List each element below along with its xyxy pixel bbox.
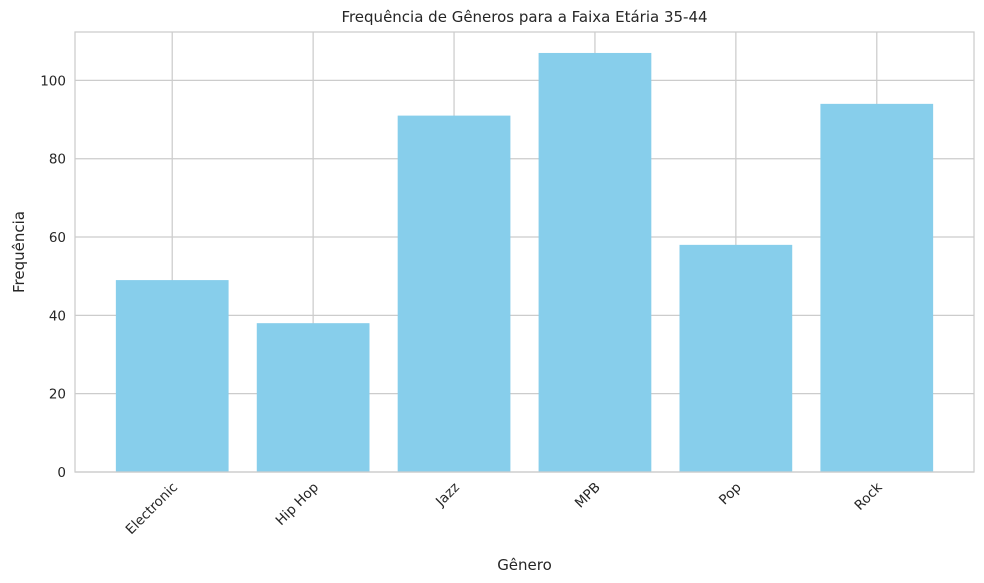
y-tick-labels: 0 20 40 60 80 100 [40, 73, 66, 481]
bar-pop [679, 244, 793, 472]
bar-electronic [115, 280, 229, 472]
y-tick-label: 100 [40, 73, 66, 89]
y-tick-label: 0 [57, 465, 66, 481]
bar-mpb [538, 52, 652, 472]
chart-title: Frequência de Gêneros para a Faixa Etári… [341, 8, 707, 26]
bar-rock [820, 103, 934, 472]
bars [115, 52, 934, 472]
x-axis-label: Gênero [497, 556, 552, 574]
y-tick-label: 80 [49, 152, 66, 168]
y-axis-label: Frequência [10, 211, 28, 293]
bar-hip-hop [256, 323, 370, 472]
plot-frame [74, 31, 975, 473]
y-tick-label: 20 [49, 387, 66, 403]
y-tick-label: 60 [49, 230, 66, 246]
y-tick-label: 40 [49, 308, 66, 324]
bar-jazz [397, 115, 511, 472]
